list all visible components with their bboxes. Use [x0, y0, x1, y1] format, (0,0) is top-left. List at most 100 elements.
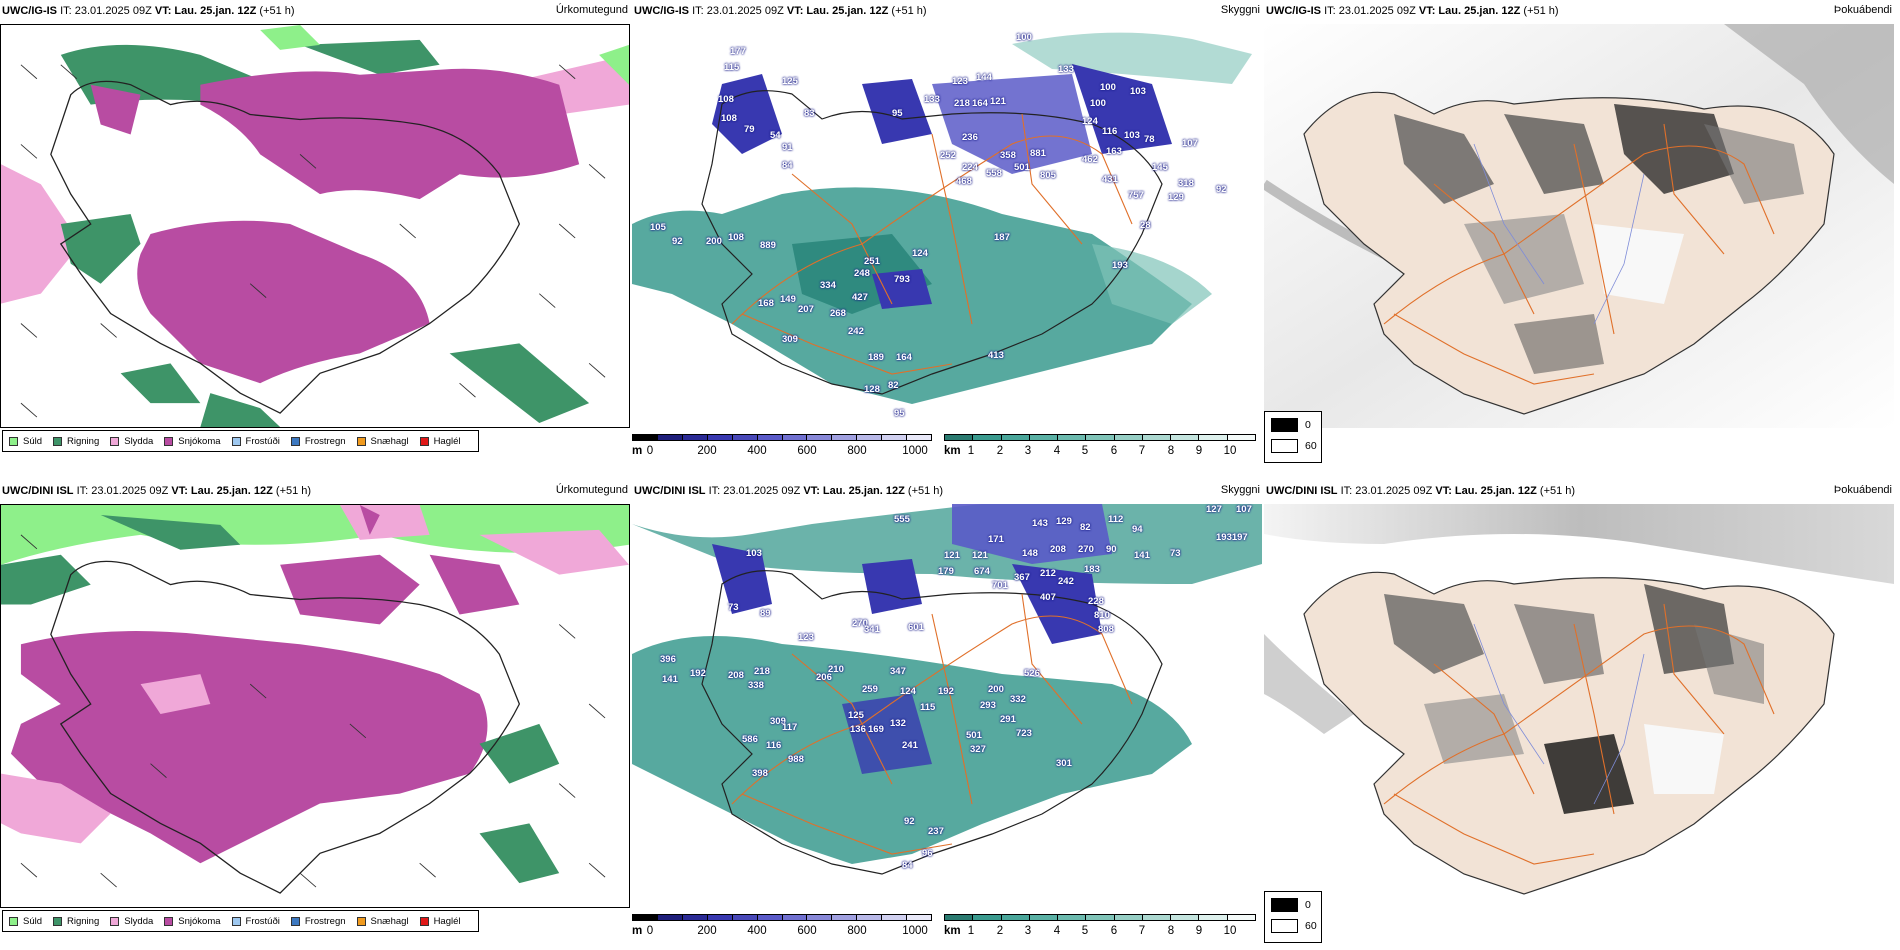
ceiling-label: 121 [972, 550, 988, 561]
ceiling-label: 193 [1112, 260, 1128, 271]
ceiling-label: 148 [1022, 548, 1038, 559]
panel-header: UWC/DINI ISL IT: 23.01.2025 09Z VT: Lau.… [632, 480, 1264, 504]
legend-item-drizzle: Súld [9, 436, 42, 447]
ceiling-label: 293 [980, 700, 996, 711]
ceiling-label: 83 [804, 108, 815, 119]
panel-title: Þokuábendi [1833, 484, 1892, 496]
ceiling-label: 208 [728, 670, 744, 681]
ceiling-label: 116 [1102, 126, 1118, 137]
ceiling-label: 327 [970, 744, 986, 755]
ceiling-label: 129 [1168, 192, 1184, 203]
fog-legend: 0 60 [1264, 411, 1322, 463]
ceiling-label: 92 [904, 816, 915, 827]
panel-header: UWC/IG-IS IT: 23.01.2025 09Z VT: Lau. 25… [1264, 0, 1896, 24]
precip-legend: Súld Rigning Slydda Snjókoma Frostúði Fr… [2, 910, 479, 932]
run-info: UWC/DINI ISL IT: 23.01.2025 09Z VT: Lau.… [634, 485, 944, 497]
ceiling-unit: m [632, 445, 643, 457]
ceiling-label: 73 [1170, 548, 1181, 559]
run-info: UWC/IG-IS IT: 23.01.2025 09Z VT: Lau. 25… [634, 5, 927, 17]
ceiling-label: 242 [848, 326, 864, 337]
ceiling-label: 218 [754, 666, 770, 677]
fog-map [1264, 504, 1894, 908]
ceiling-label: 367 [1014, 572, 1030, 583]
ceiling-label: 601 [908, 622, 924, 633]
visibility-unit: km [944, 445, 961, 457]
ceiling-label: 810 [1094, 610, 1110, 621]
ceiling-label: 241 [902, 740, 918, 751]
ceiling-label: 168 [758, 298, 774, 309]
ceiling-label: 200 [988, 684, 1004, 695]
ceiling-label: 54 [770, 130, 781, 141]
visibility-tick: 9 [1195, 445, 1203, 457]
ceiling-label: 117 [782, 722, 798, 733]
legend-item-sleet: Slydda [110, 436, 153, 447]
ceiling-label: 145 [1152, 162, 1168, 173]
ceiling-label: 396 [660, 654, 676, 665]
fog-legend-high: 60 [1271, 439, 1317, 453]
ceiling-label: 73 [728, 602, 739, 613]
ceiling-label: 183 [1084, 564, 1100, 575]
ceiling-tick: 600 [797, 445, 817, 457]
ceiling-label: 91 [782, 142, 793, 153]
ceiling-label: 127 [1206, 504, 1222, 515]
ceiling-label: 100 [1100, 82, 1116, 93]
ceiling-label: 252 [940, 150, 956, 161]
ceiling-label: 121 [990, 96, 1006, 107]
panel-title: Þokuábendi [1833, 4, 1892, 16]
ceiling-label: 398 [752, 768, 768, 779]
ceiling-label: 192 [690, 668, 706, 679]
legend-item-snow: Snjókoma [164, 436, 221, 447]
ceiling-tick: 600 [797, 925, 817, 937]
fog-legend-low: 0 [1271, 898, 1311, 912]
ceiling-label: 309 [782, 334, 798, 345]
ceiling-label: 332 [1010, 694, 1026, 705]
precip-panel-row1: UWC/IG-IS IT: 23.01.2025 09Z VT: Lau. 25… [0, 0, 632, 462]
ceiling-label: 318 [1178, 178, 1194, 189]
ceiling-tick: 1000 [902, 925, 928, 937]
ceiling-colorbar: m 0 200 400 600 800 1000 [632, 914, 932, 942]
ceiling-label: 90 [1106, 544, 1117, 555]
ceiling-label: 164 [896, 352, 912, 363]
ceiling-colorbar: m 0 200 400 600 800 1000 [632, 434, 932, 462]
ceiling-tick: 400 [747, 445, 767, 457]
ceiling-label: 338 [748, 680, 764, 691]
ceiling-label: 268 [830, 308, 846, 319]
ceiling-label: 107 [1236, 504, 1252, 515]
ceiling-label: 270 [852, 618, 868, 629]
visibility-tick: 2 [996, 445, 1004, 457]
ceiling-label: 259 [862, 684, 878, 695]
ceiling-label: 103 [746, 548, 762, 559]
panel-title: Skyggni [1220, 4, 1260, 16]
visibility-tick: 6 [1110, 925, 1118, 937]
ceiling-label: 112 [1108, 514, 1124, 525]
legend-item-freezing-rain: Frostregn [290, 436, 346, 447]
ceiling-label: 89 [760, 608, 771, 619]
ceiling-label: 242 [1058, 576, 1074, 587]
visibility-colorbar: km 1 2 3 4 5 6 7 8 9 10 [944, 434, 1256, 462]
ceiling-label: 301 [1056, 758, 1072, 769]
ceiling-label: 124 [900, 686, 916, 697]
legend-item-freezing-rain: Frostregn [290, 916, 346, 927]
ceiling-label: 92 [672, 236, 683, 247]
cloud-panel-row1: UWC/IG-IS IT: 23.01.2025 09Z VT: Lau. 25… [632, 0, 1264, 462]
ceiling-label: 108 [718, 94, 734, 105]
ceiling-label: 164 [972, 98, 988, 109]
ceiling-label: 674 [974, 566, 990, 577]
legend-item-snow-pellets: Snæhagl [356, 436, 409, 447]
cloud-map: 555 143 129 82 112 94 127 107 171 270 90… [632, 504, 1262, 908]
ceiling-label: 187 [994, 232, 1010, 243]
ceiling-label: 236 [962, 132, 978, 143]
ceiling-label: 808 [1098, 624, 1114, 635]
ceiling-label: 212 [1040, 568, 1056, 579]
ceiling-label: 793 [894, 274, 910, 285]
visibility-colorbar: km 1 2 3 4 5 6 7 8 9 10 [944, 914, 1256, 942]
ceiling-label: 84 [902, 860, 913, 871]
ceiling-label: 218 [954, 98, 970, 109]
ceiling-label: 270 [1078, 544, 1094, 555]
visibility-tick: 3 [1024, 445, 1032, 457]
ceiling-label: 133 [924, 94, 940, 105]
visibility-tick: 2 [996, 925, 1004, 937]
precip-legend: Súld Rigning Slydda Snjókoma Frostúði Fr… [2, 430, 479, 452]
ceiling-label: 141 [662, 674, 678, 685]
ceiling-label: 291 [1000, 714, 1016, 725]
